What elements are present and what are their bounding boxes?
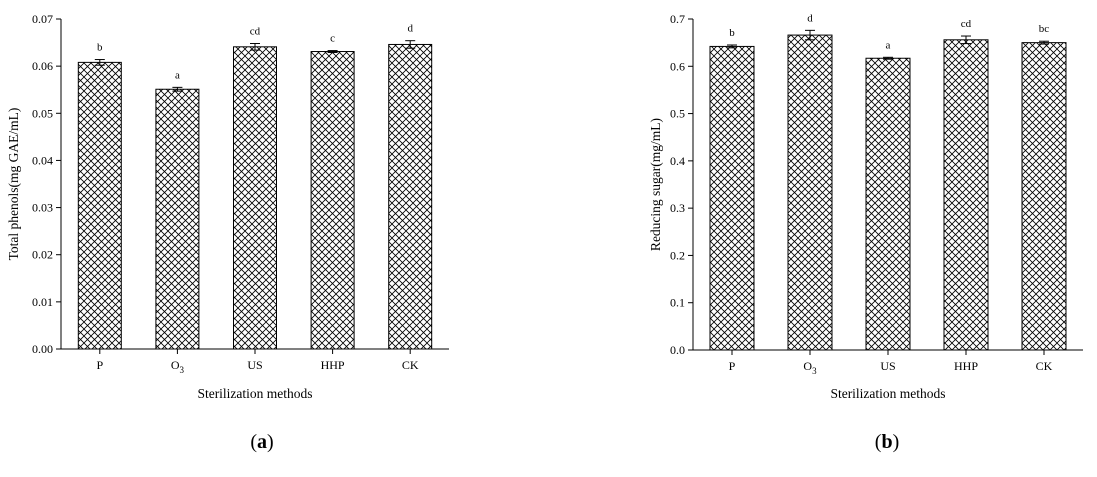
significance-letter: a	[175, 69, 180, 81]
panel-label-a: (a)	[250, 431, 273, 453]
bar-ck-a	[388, 43, 433, 350]
significance-letter: d	[407, 23, 413, 35]
y-tick-label: 0.2	[670, 248, 685, 262]
x-tick-label: HHP	[321, 358, 345, 372]
x-tick-label-base: O	[803, 359, 812, 373]
y-tick-label: 0.02	[32, 248, 53, 262]
x-tick-label: P	[96, 358, 103, 372]
significance-letter: c	[330, 33, 335, 45]
significance-letter: cd	[961, 18, 972, 30]
errorbar-group-b	[727, 29, 1049, 60]
y-tick-label: 0.3	[670, 201, 685, 215]
y-tick-label: 0.01	[32, 295, 53, 309]
significance-letter: a	[886, 39, 891, 51]
bar-us-b	[865, 57, 911, 351]
x-tick-label: O3	[171, 358, 185, 375]
x-tick-label-base: O	[171, 358, 180, 372]
x-tick-label-subscript: 3	[812, 366, 817, 376]
y-tick-label: 0.05	[32, 106, 53, 120]
significance-letter: cd	[250, 26, 261, 38]
significance-letter: b	[729, 27, 735, 39]
bar-p-b	[709, 45, 755, 351]
chart-panel-b: b d a cd bc 0.0 0.1 0.2 0.3 0.4 0.5 0.6 0.7 P O3 US HH…	[648, 12, 1083, 453]
y-tick-label: 0.7	[670, 12, 685, 26]
significance-letter: b	[97, 42, 103, 54]
x-tick-label: O3	[803, 359, 817, 376]
x-tick-label: US	[880, 359, 895, 373]
y-tick-label: 0.06	[32, 59, 53, 73]
y-ticks-b: 0.0 0.1 0.2 0.3 0.4 0.5 0.6 0.7	[670, 12, 693, 357]
error-bar	[727, 44, 737, 49]
y-tick-label: 0.6	[670, 59, 685, 73]
bar-group-a	[77, 43, 433, 350]
error-bar	[1039, 40, 1049, 45]
x-tick-label-base: US	[880, 359, 895, 373]
y-ticks-a: 0.00 0.01 0.02 0.03 0.04 0.05 0.06 0.07	[32, 12, 61, 356]
x-tick-label: P	[729, 359, 736, 373]
panel-label-b: (b)	[875, 431, 899, 453]
bar-p-a	[77, 61, 122, 350]
x-tick-label-base: P	[729, 359, 736, 373]
error-bar	[94, 59, 105, 66]
x-tick-label: CK	[1036, 359, 1053, 373]
x-tick-label-base: US	[247, 358, 262, 372]
bar-group-b	[709, 34, 1067, 351]
bar-o-b	[787, 34, 833, 351]
y-axis-label-b: Reducing sugar(mg/mL)	[648, 118, 663, 251]
y-tick-label: 0.00	[32, 342, 53, 356]
bar-hhp-a	[310, 51, 355, 350]
x-tick-label-base: P	[96, 358, 103, 372]
x-axis-label-a: Sterilization methods	[197, 386, 312, 401]
y-tick-label: 0.07	[32, 12, 53, 26]
y-tick-label: 0.4	[670, 154, 685, 168]
significance-letter: bc	[1039, 23, 1050, 35]
x-tick-label-base: CK	[1036, 359, 1053, 373]
y-tick-label: 0.1	[670, 296, 685, 310]
error-bar	[327, 50, 338, 53]
x-ticks-b: P O3 US HHP CK	[729, 350, 1053, 376]
bar-ck-b	[1021, 42, 1067, 351]
errorbar-group-a	[94, 40, 416, 92]
bar-us-a	[233, 46, 277, 350]
error-bar	[172, 86, 183, 92]
error-bar	[250, 43, 260, 51]
error-bar	[805, 29, 815, 41]
error-bar	[883, 56, 893, 60]
x-tick-label-base: HHP	[954, 359, 978, 373]
error-bar	[961, 35, 971, 45]
significance-letter: d	[807, 12, 813, 24]
x-tick-label: HHP	[954, 359, 978, 373]
y-tick-label: 0.5	[670, 107, 685, 121]
y-axis-label-a: Total phenols(mg GAE/mL)	[6, 108, 21, 261]
x-tick-label-subscript: 3	[179, 365, 184, 375]
x-tick-label-base: HHP	[321, 358, 345, 372]
y-tick-label: 0.0	[670, 343, 685, 357]
bar-o-a	[155, 88, 200, 350]
x-tick-label-base: CK	[402, 358, 419, 372]
error-bar	[405, 40, 416, 49]
x-tick-label: US	[247, 358, 262, 372]
x-tick-label: CK	[402, 358, 419, 372]
x-ticks-a: P O3 US HHP CK	[96, 349, 419, 375]
x-axis-label-b: Sterilization methods	[830, 386, 945, 401]
significance-labels-b: b d a cd bc	[729, 12, 1049, 51]
y-tick-label: 0.03	[32, 201, 53, 215]
y-tick-label: 0.04	[32, 153, 53, 167]
bar-hhp-b	[943, 39, 989, 351]
